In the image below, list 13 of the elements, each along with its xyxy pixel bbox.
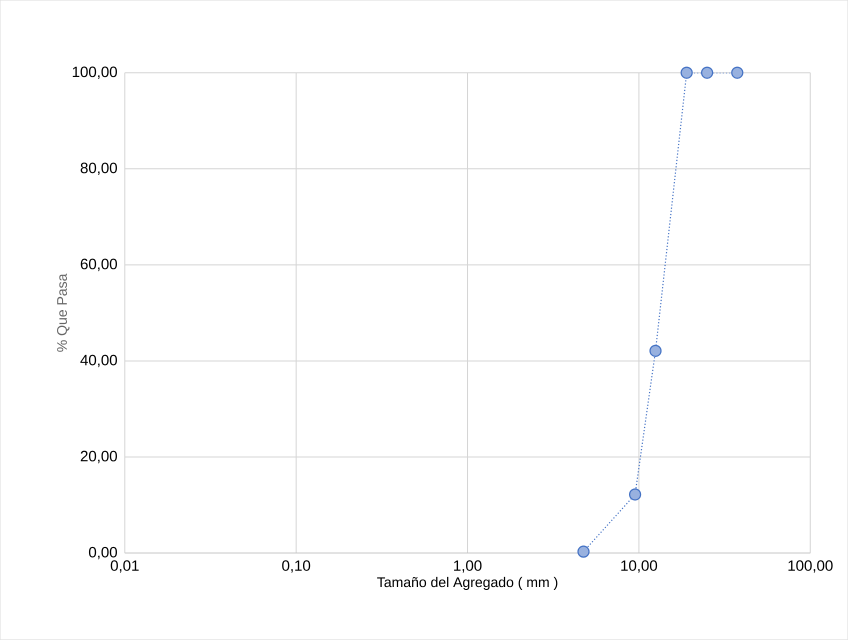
x-tick-label: 1,00 xyxy=(454,560,482,573)
y-tick-label: 100,00 xyxy=(72,66,117,80)
y-tick-label: 20,00 xyxy=(80,450,117,464)
x-tick-label: 0,10 xyxy=(282,560,310,573)
x-tick-label: 10,00 xyxy=(621,560,658,573)
x-axis-title: Tamaño del Agregado ( mm ) xyxy=(377,576,558,590)
y-tick-label: 0,00 xyxy=(88,546,117,560)
y-tick-label: 40,00 xyxy=(80,354,117,368)
x-tick-label: 0,01 xyxy=(110,560,139,573)
y-tick-label: 60,00 xyxy=(80,258,117,272)
y-tick-label: 80,00 xyxy=(80,162,117,176)
x-tick-label: 100,00 xyxy=(788,560,833,573)
y-axis-title: % Que Pasa xyxy=(57,274,70,352)
